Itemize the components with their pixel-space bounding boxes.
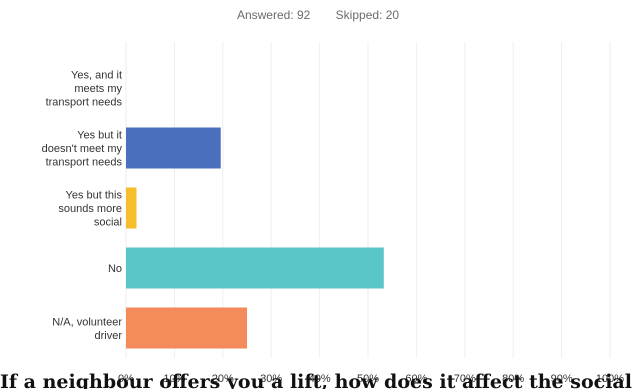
x-tick-label: 10% xyxy=(163,373,185,385)
category-label: Yes but it xyxy=(77,130,122,142)
x-tick-label: 50% xyxy=(357,373,379,385)
x-tick-label: 60% xyxy=(405,373,427,385)
response-summary: Answered: 92 Skipped: 20 xyxy=(0,8,636,22)
x-tick-label: 30% xyxy=(260,373,282,385)
category-label: Yes but this xyxy=(66,190,123,202)
x-axis-ticks: 0% 10% 20% 30% 40% 50% 60% 70% 80% 90% 100% xyxy=(118,373,624,385)
category-label: transport needs xyxy=(46,97,123,109)
gridlines xyxy=(125,42,611,358)
x-tick-label: 90% xyxy=(551,373,573,385)
x-tick-label: 40% xyxy=(309,373,331,385)
x-tick-label: 100% xyxy=(596,373,624,385)
category-label: No xyxy=(108,263,122,275)
bar xyxy=(126,187,137,229)
answered-count: Answered: 92 xyxy=(236,8,311,22)
skipped-count: Skipped: 20 xyxy=(335,8,400,22)
bar xyxy=(126,127,221,169)
bars xyxy=(126,127,384,349)
category-label: doesn't meet my xyxy=(42,143,123,155)
category-label: Yes, and it xyxy=(71,70,122,82)
category-label: driver xyxy=(94,330,122,342)
bar xyxy=(126,247,384,289)
category-label: transport needs xyxy=(46,157,123,169)
bar xyxy=(126,307,247,349)
category-label: meets my xyxy=(74,83,122,95)
category-label: social xyxy=(94,217,122,229)
x-tick-label: 80% xyxy=(502,373,524,385)
category-label: N/A, volunteer xyxy=(52,316,122,328)
x-tick-label: 0% xyxy=(118,373,134,385)
question-text: If a neighbour offers you a lift, how do… xyxy=(0,371,636,389)
x-tick-label: 70% xyxy=(454,373,476,385)
category-label: sounds more xyxy=(58,203,122,215)
x-tick-label: 20% xyxy=(212,373,234,385)
